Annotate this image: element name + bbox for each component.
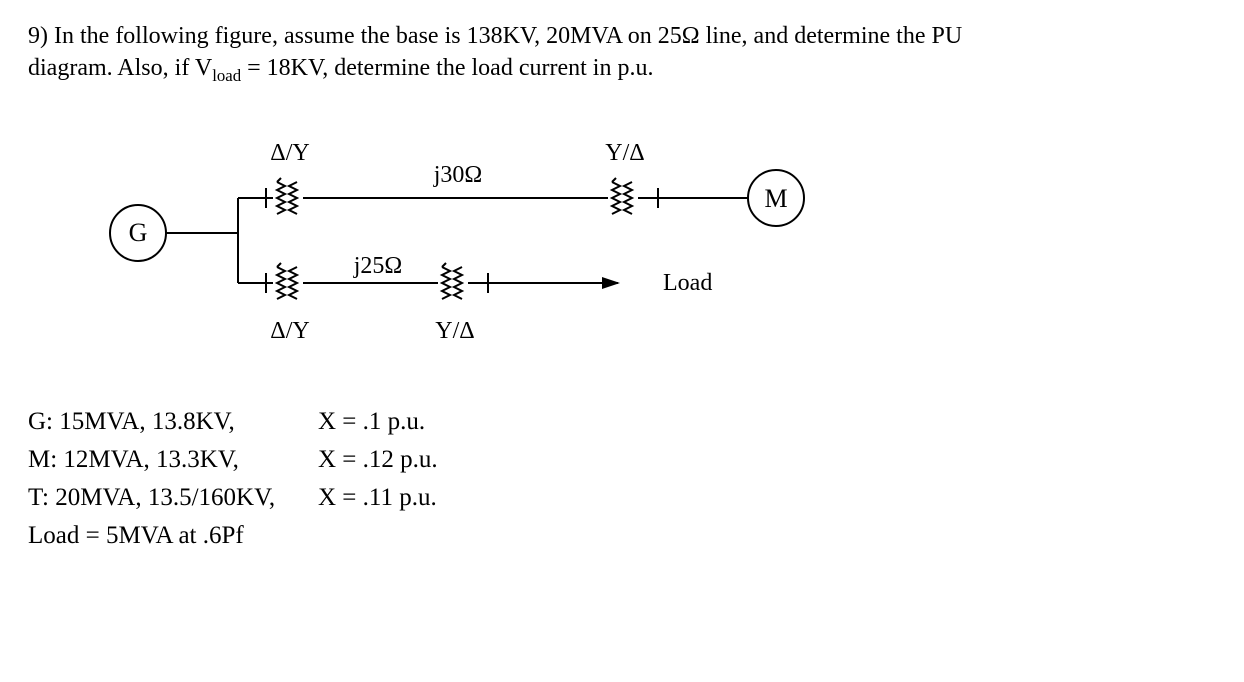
cfg-top-right: Y/Δ <box>605 140 644 166</box>
spec-row: M: 12MVA, 13.3KV, X = .12 p.u. <box>28 446 1216 474</box>
motor-label: M <box>764 184 787 213</box>
problem-line1: In the following figure, assume the base… <box>54 23 962 49</box>
line-top-label: j30Ω <box>433 162 483 188</box>
line-bot-label: j25Ω <box>353 253 403 279</box>
spec-right: X = .11 p.u. <box>318 484 437 512</box>
problem-statement: 9) In the following figure, assume the b… <box>28 20 1216 88</box>
transformer-bot-left <box>277 263 297 299</box>
problem-line2a: diagram. Also, if V <box>28 55 212 81</box>
spec-right: X = .12 p.u. <box>318 446 438 474</box>
spec-row: T: 20MVA, 13.5/160KV, X = .11 p.u. <box>28 484 1216 512</box>
transformer-top-right <box>612 178 632 214</box>
generator-label: G <box>129 218 148 247</box>
spec-load: Load = 5MVA at .6Pf <box>28 522 1216 550</box>
problem-line2b: = 18KV, determine the load current in p.… <box>241 55 653 81</box>
spec-left: T: 20MVA, 13.5/160KV, <box>28 484 318 512</box>
spec-row: G: 15MVA, 13.8KV, X = .1 p.u. <box>28 408 1216 436</box>
transformer-top-left <box>277 178 297 214</box>
spec-right: X = .1 p.u. <box>318 408 425 436</box>
circuit-diagram: G M Δ/Y j30Ω Y/Δ j25Ω <box>58 138 958 368</box>
load-spec: Load = 5MVA at .6Pf <box>28 522 244 550</box>
specifications: G: 15MVA, 13.8KV, X = .1 p.u. M: 12MVA, … <box>28 408 1216 550</box>
cfg-top-left: Δ/Y <box>270 140 309 166</box>
spec-left: M: 12MVA, 13.3KV, <box>28 446 318 474</box>
problem-number: 9) <box>28 23 48 49</box>
load-label: Load <box>663 270 712 296</box>
transformer-bot-right <box>442 263 462 299</box>
spec-left: G: 15MVA, 13.8KV, <box>28 408 318 436</box>
cfg-bot-left: Δ/Y <box>270 318 309 344</box>
problem-sub: load <box>212 66 241 85</box>
diagram-svg: G M Δ/Y j30Ω Y/Δ j25Ω <box>58 138 958 368</box>
cfg-bot-right: Y/Δ <box>435 318 474 344</box>
